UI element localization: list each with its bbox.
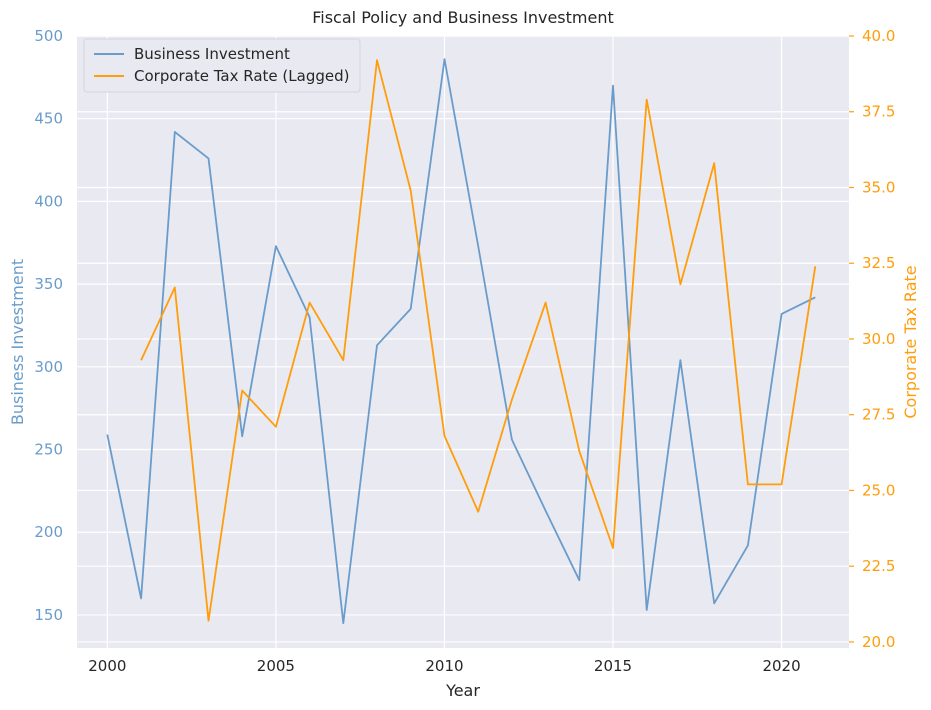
legend-label-investment: Business Investment bbox=[134, 45, 290, 63]
chart-title: Fiscal Policy and Business Investment bbox=[312, 8, 614, 27]
series-line-investment bbox=[106, 58, 816, 625]
series-line-tax bbox=[140, 59, 817, 622]
y-tick-label-right: 27.5 bbox=[862, 406, 895, 424]
y-tick-label-right: 37.5 bbox=[862, 103, 895, 121]
y-tick-label-right: 20.0 bbox=[862, 633, 895, 651]
y-tick-label-right: 30.0 bbox=[862, 330, 895, 348]
x-tick-label: 2010 bbox=[425, 657, 463, 675]
x-tick-label: 2015 bbox=[594, 657, 632, 675]
y-tick-label-right: 32.5 bbox=[862, 254, 895, 272]
y-axis-label-left: Business Investment bbox=[8, 259, 27, 425]
series-lines bbox=[106, 58, 817, 625]
y-tick-label-left: 500 bbox=[34, 27, 63, 45]
y-tick-label-left: 250 bbox=[34, 441, 63, 459]
y-tick-label-right: 22.5 bbox=[862, 557, 895, 575]
grid bbox=[77, 35, 849, 648]
y-tick-label-left: 300 bbox=[34, 358, 63, 376]
x-tick-label: 2005 bbox=[257, 657, 295, 675]
y-tick-label-left: 350 bbox=[34, 275, 63, 293]
x-tick-label: 2020 bbox=[762, 657, 800, 675]
y-tick-label-right: 40.0 bbox=[862, 27, 895, 45]
plot-area bbox=[77, 36, 849, 648]
legend-box bbox=[83, 38, 361, 93]
y-tick-label-left: 450 bbox=[34, 110, 63, 128]
x-axis-label: Year bbox=[445, 681, 480, 700]
legend-label-tax: Corporate Tax Rate (Lagged) bbox=[134, 67, 349, 85]
y-tick-label-right: 25.0 bbox=[862, 481, 895, 499]
legend: Business Investment Corporate Tax Rate (… bbox=[83, 38, 361, 93]
y-tick-label-left: 200 bbox=[34, 523, 63, 541]
y-tick-label-right: 35.0 bbox=[862, 178, 895, 196]
tick-labels: 2000 2005 2010 2015 2020 150 200 250 300 350 400 45… bbox=[34, 27, 895, 675]
x-tick-label: 2000 bbox=[88, 657, 126, 675]
y-tick-label-left: 400 bbox=[34, 192, 63, 210]
y-tick-label-left: 150 bbox=[34, 606, 63, 624]
y-axis-label-right: Corporate Tax Rate bbox=[901, 265, 920, 418]
